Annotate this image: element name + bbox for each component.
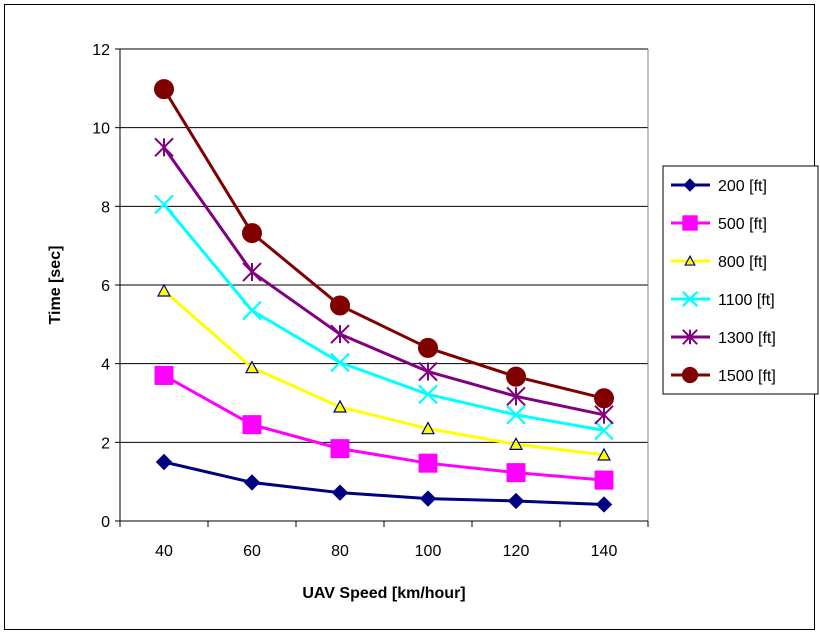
data-point: [244, 360, 260, 374]
legend-label: 1300 [ft]: [718, 330, 776, 347]
data-point: [506, 366, 526, 387]
data-point: [420, 421, 436, 435]
data-point: [330, 324, 350, 344]
series-3: [154, 194, 614, 441]
y-tick-label: 6: [101, 278, 110, 295]
data-point: [419, 490, 437, 507]
legend-label: 500 [ft]: [718, 216, 767, 233]
data-point: [418, 453, 438, 473]
data-point: [242, 300, 262, 321]
legend-marker: [682, 329, 698, 345]
legend-item: 500 [ft]: [671, 215, 767, 233]
legend-box: [662, 165, 819, 395]
series-4: [154, 137, 614, 425]
y-tick-label: 10: [92, 121, 110, 138]
x-tick-label: 60: [243, 543, 261, 560]
legend-label: 1500 [ft]: [718, 368, 776, 385]
data-point: [418, 384, 438, 405]
data-point: [330, 439, 350, 459]
legend-item: 800 [ft]: [671, 254, 767, 271]
data-point: [508, 437, 524, 450]
series-line: [162, 203, 605, 433]
data-point: [418, 361, 438, 382]
y-tick-label: 0: [101, 514, 110, 531]
x-tick-label: 80: [331, 543, 349, 560]
y-tick-label: 12: [92, 42, 110, 59]
series-5: [154, 79, 614, 409]
series-line: [163, 460, 605, 506]
y-tick-label: 2: [101, 435, 110, 452]
x-tick-label: 100: [415, 543, 442, 560]
x-tick-label: 120: [503, 543, 530, 560]
data-point: [155, 453, 173, 471]
legend-label: 800 [ft]: [718, 254, 767, 271]
legend-item: 200 [ft]: [671, 178, 767, 195]
data-point: [594, 420, 614, 441]
data-point: [506, 405, 526, 425]
legend-label: 200 [ft]: [718, 178, 767, 195]
x-tick-label: 140: [591, 543, 618, 560]
data-point: [332, 399, 348, 413]
data-point: [507, 492, 525, 510]
data-point: [154, 137, 174, 158]
x-axis-title: UAV Speed [km/hour]: [302, 585, 465, 602]
data-point: [596, 447, 612, 461]
series-0: [155, 453, 613, 513]
data-point: [154, 79, 174, 100]
data-point: [418, 337, 438, 358]
x-tick-label: 40: [155, 543, 173, 560]
legend: 200 [ft] 500 [ft] 800 [ft] 1100 [ft] 1300 [f…: [662, 165, 819, 395]
series-2: [156, 283, 612, 461]
y-axis-title: Time [sec]: [47, 246, 64, 325]
data-point: [594, 470, 614, 490]
series-1: [154, 365, 614, 490]
data-point: [330, 352, 350, 373]
data-point: [595, 496, 613, 513]
data-point: [594, 388, 614, 409]
series-line: [162, 146, 605, 417]
legend-marker: [682, 215, 698, 231]
series-line: [162, 88, 605, 400]
data-point: [243, 474, 261, 491]
legend-item: 1500 [ft]: [671, 366, 776, 385]
legend-marker: [682, 291, 698, 307]
data-point: [594, 405, 614, 425]
data-point: [242, 223, 262, 244]
data-point: [156, 283, 172, 297]
legend-marker: [684, 254, 696, 266]
data-point: [506, 463, 526, 483]
data-point: [331, 484, 349, 501]
data-point: [330, 295, 350, 316]
legend-marker: [683, 178, 697, 192]
legend-marker: [681, 366, 699, 384]
y-tick-label: 8: [101, 199, 110, 216]
legend-item: 1100 [ft]: [671, 291, 775, 309]
data-point: [154, 365, 174, 385]
data-point: [242, 262, 262, 282]
data-point: [154, 194, 174, 215]
legend-item: 1300 [ft]: [671, 329, 776, 347]
series-line: [163, 289, 605, 457]
data-point: [242, 415, 262, 435]
data-point: [506, 386, 526, 407]
legend-label: 1100 [ft]: [718, 292, 775, 309]
y-tick-label: 4: [101, 357, 110, 374]
series-line: [163, 374, 605, 482]
